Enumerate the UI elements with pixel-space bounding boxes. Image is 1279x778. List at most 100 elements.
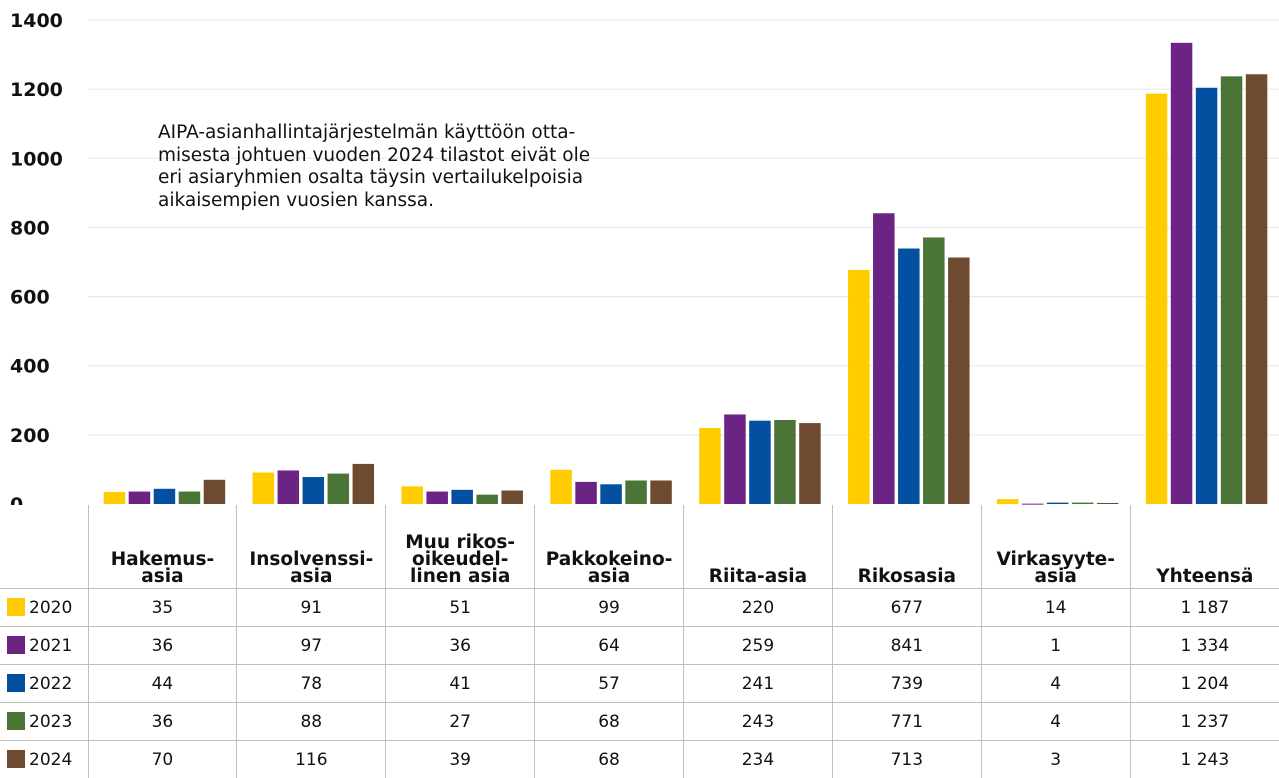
table-cell: 713 [832,741,981,778]
table-cell: 36 [88,703,237,741]
legend-label: 2022 [29,674,72,694]
bar-2023-8 [1221,76,1243,504]
bar-2022-4 [600,484,622,504]
legend-swatch [7,598,25,616]
table-cell: 68 [535,741,684,778]
table-cell: 91 [237,589,386,627]
bar-2021-4 [575,482,597,504]
y-tick-label: 600 [10,287,50,309]
table-cell: 39 [386,741,535,778]
bar-2024-6 [948,258,970,504]
bar-2022-2 [303,477,325,504]
bar-2021-3 [426,492,448,504]
category-header: Pakkokeino- asia [535,505,684,589]
legend-entry: 2022 [0,665,88,703]
bar-2020-6 [848,270,870,504]
chart-note: AIPA-asianhallintajärjestelmän käyttöön … [158,122,678,212]
table-cell: 243 [684,703,833,741]
table-cell: 3 [981,741,1130,778]
bar-2023-7 [1072,503,1094,504]
bars [104,43,1268,505]
bar-2020-3 [401,486,423,504]
table-cell: 841 [832,627,981,665]
legend-label: 2021 [29,636,72,656]
y-tick-label: 1400 [10,10,63,32]
table-cell: 36 [386,627,535,665]
table-cell: 35 [88,589,237,627]
bar-2020-4 [550,470,572,504]
category-header: Insolvenssi- asia [237,505,386,589]
table-cell: 57 [535,665,684,703]
table-cell: 220 [684,589,833,627]
bar-2020-7 [997,499,1019,504]
legend-entry: 2023 [0,703,88,741]
bar-2024-7 [1097,503,1119,504]
y-tick-label: 1200 [10,79,63,101]
category-header: Rikosasia [832,505,981,589]
bar-2023-1 [179,492,201,504]
bar-2024-3 [501,491,523,504]
bar-2021-2 [278,470,300,504]
table-cell: 68 [535,703,684,741]
bar-2020-5 [699,428,721,504]
bar-2021-6 [873,213,895,504]
bar-2022-3 [451,490,473,504]
table-cell: 1 237 [1130,703,1279,741]
table-cell: 78 [237,665,386,703]
table-cell: 97 [237,627,386,665]
category-header: Hakemus- asia [88,505,237,589]
bar-2024-2 [353,464,375,504]
legend-label: 2024 [29,750,72,770]
bar-2020-8 [1146,94,1168,504]
table-cell: 1 334 [1130,627,1279,665]
table-cell: 1 204 [1130,665,1279,703]
y-tick-label: 200 [10,425,50,447]
table-cell: 241 [684,665,833,703]
table-cell: 771 [832,703,981,741]
table-cell: 51 [386,589,535,627]
category-header: Riita-asia [684,505,833,589]
table-cell: 4 [981,703,1130,741]
table-cell: 1 243 [1130,741,1279,778]
table-cell: 88 [237,703,386,741]
table-cell: 27 [386,703,535,741]
bar-2021-8 [1171,43,1193,504]
legend-swatch [7,674,25,692]
table-cell: 1 187 [1130,589,1279,627]
legend-swatch [7,712,25,730]
table-cell: 4 [981,665,1130,703]
table-cell: 259 [684,627,833,665]
y-tick-label: 800 [10,217,50,239]
gridlines [88,20,1279,435]
category-header: Virkasyyte- asia [981,505,1130,589]
y-tick-label: 1000 [10,148,63,170]
table-cell: 234 [684,741,833,778]
legend-label: 2023 [29,712,72,732]
legend-entry: 2024 [0,741,88,778]
bar-2022-6 [898,249,920,504]
table-cell: 116 [237,741,386,778]
bar-2024-1 [204,480,226,504]
category-header: Yhteensä [1130,505,1279,589]
bar-2024-5 [799,423,821,504]
bar-2023-3 [476,495,498,504]
table-cell: 14 [981,589,1130,627]
bar-2023-4 [625,480,647,504]
y-tick-label: 400 [10,356,50,378]
legend-entry: 2020 [0,589,88,627]
table-cell: 677 [832,589,981,627]
table-cell: 739 [832,665,981,703]
bar-2024-4 [650,480,672,504]
bar-2020-2 [253,473,275,504]
bar-2022-7 [1047,503,1069,504]
table-cell: 44 [88,665,237,703]
bar-2023-6 [923,237,945,504]
bar-2022-1 [154,489,176,504]
